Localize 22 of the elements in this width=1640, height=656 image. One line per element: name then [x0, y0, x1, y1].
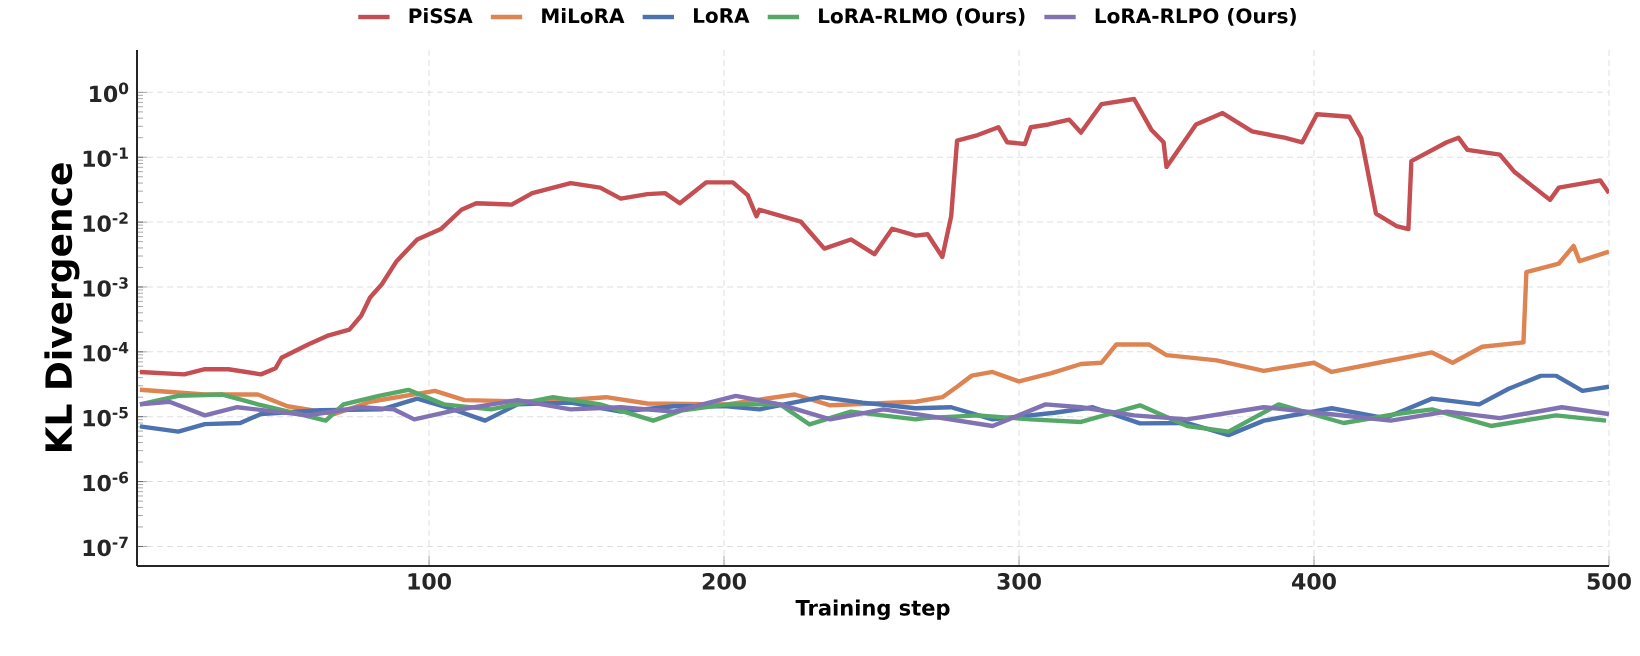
y-tick-label: 10$^{-4}$	[83, 342, 129, 362]
y-tick-label: 10$^{-1}$	[83, 147, 128, 167]
y-tick-label: 10$^{-5}$	[83, 406, 128, 427]
legend-label: PiSSA	[409, 7, 473, 24]
legend-label: LoRA-RLMO (Ours)	[819, 7, 1025, 26]
y-tick-label: 10$^{-7}$	[83, 536, 128, 557]
y-tick-label: 10$^{-2}$	[83, 212, 128, 232]
x-tick-label: 500	[1587, 573, 1631, 590]
x-tick-label: 300	[997, 573, 1041, 590]
x-tick-label: 400	[1292, 573, 1336, 590]
x-tick-label: 100	[408, 573, 451, 590]
legend-label: LoRA	[694, 8, 750, 24]
y-tick-label: 10$^{-6}$	[83, 471, 129, 492]
y-axis-title: KL Divergence	[44, 163, 80, 452]
legend-label: MiLoRA	[542, 7, 625, 24]
y-tick-label: 10$^{0}$	[90, 82, 129, 103]
x-axis-title: Training step	[795, 599, 950, 620]
line-series	[137, 96, 1609, 377]
legend-label: LoRA-RLPO (Ours)	[1095, 7, 1296, 26]
x-tick-label: 200	[702, 573, 746, 590]
y-tick-label: 10$^{-3}$	[83, 277, 128, 297]
line-series	[137, 393, 1609, 429]
